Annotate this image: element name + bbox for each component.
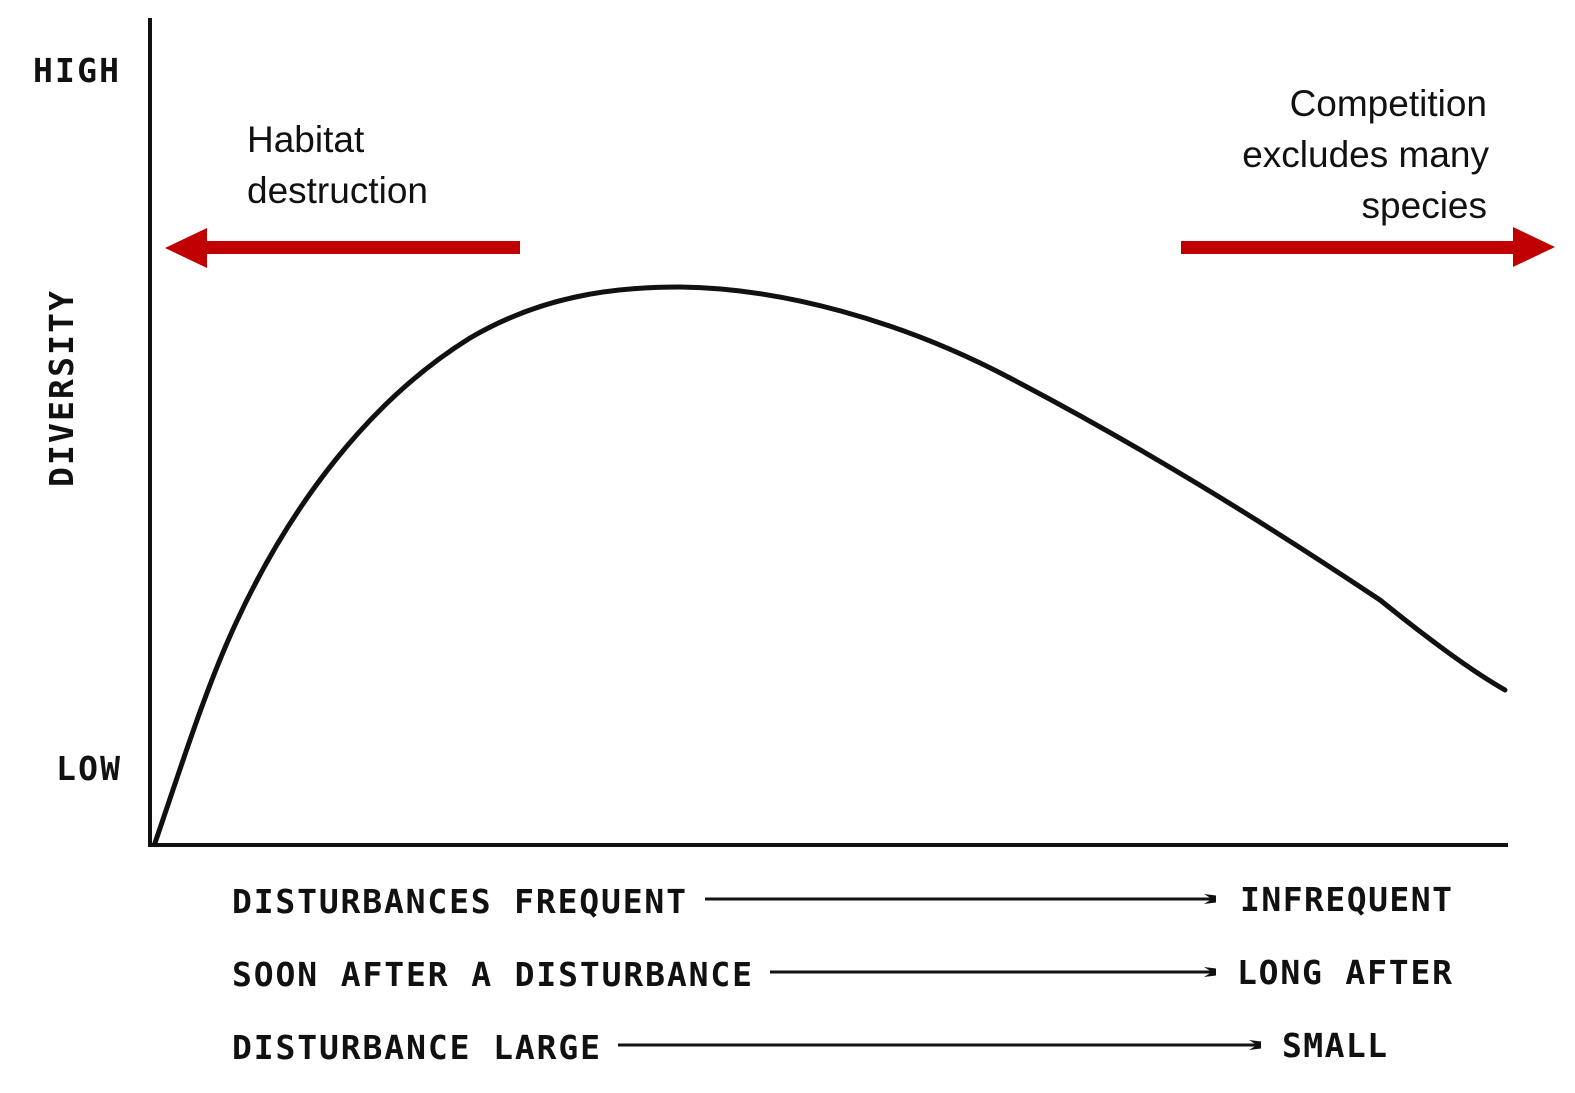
competition-label-line3: species <box>1362 185 1487 226</box>
row1-from-label: DISTURBANCES FREQUENT <box>232 882 686 921</box>
diversity-curve <box>152 284 1508 846</box>
competition-arrow <box>1181 227 1555 267</box>
competition-label-line2: excludes many <box>1242 134 1489 175</box>
row3-from-label: DISTURBANCE LARGE <box>232 1028 600 1067</box>
row3-to-label: SMALL <box>1282 1026 1387 1065</box>
y-axis-low-label: LOW <box>56 749 120 788</box>
y-axis-title: DIVERSITY <box>42 291 81 487</box>
y-axis-high-label: HIGH <box>33 51 119 90</box>
row2-to-label: LONG AFTER <box>1237 953 1452 992</box>
row1-to-label: INFREQUENT <box>1240 880 1452 919</box>
row2-from-label: SOON AFTER A DISTURBANCE <box>232 955 752 994</box>
competition-label-line1: Competition <box>1290 83 1487 124</box>
habitat-destruction-label-line1: Habitat <box>247 119 365 160</box>
habitat-destruction-label-line2: destruction <box>247 170 428 211</box>
habitat-destruction-arrow <box>165 228 520 268</box>
